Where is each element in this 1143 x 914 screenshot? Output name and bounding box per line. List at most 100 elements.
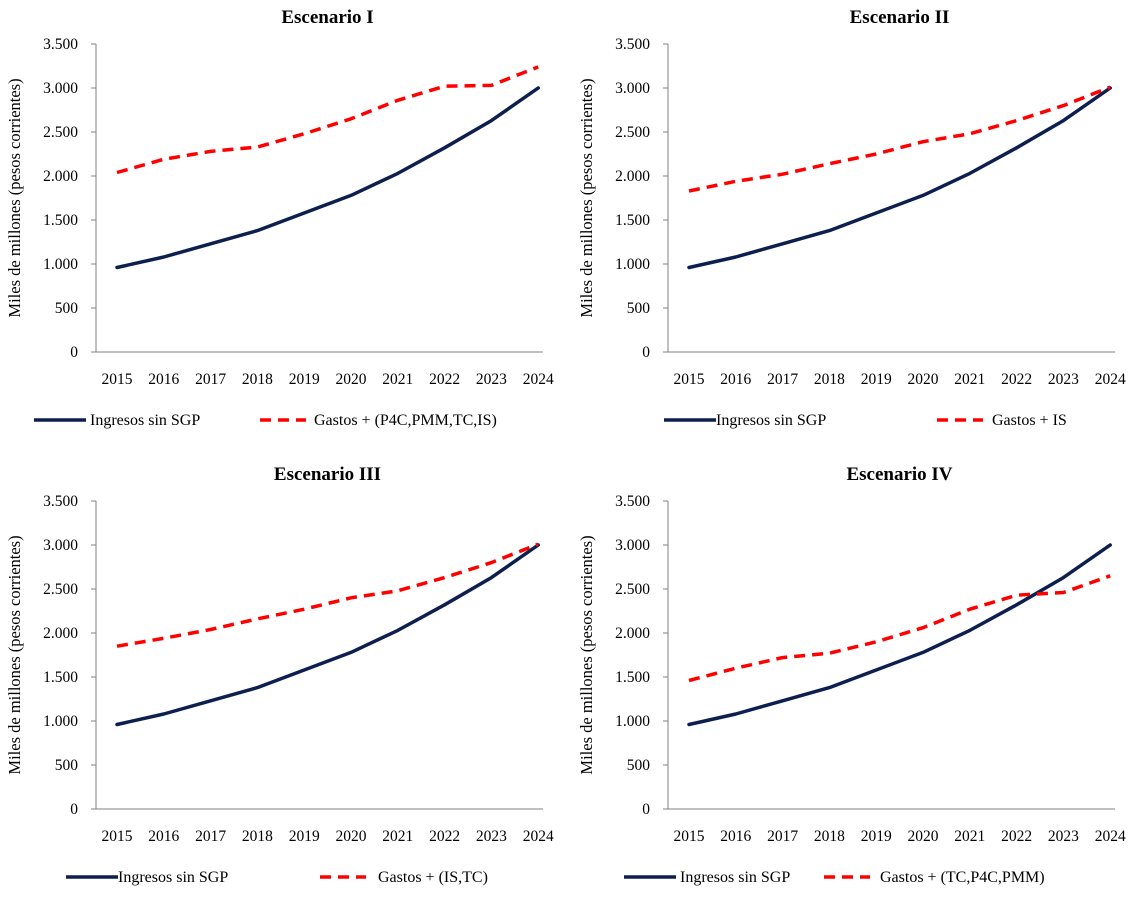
x-tick-label: 2019 bbox=[861, 371, 892, 388]
x-tick-label: 2023 bbox=[476, 371, 507, 388]
y-tick-label: 500 bbox=[627, 300, 651, 317]
x-tick-label: 2023 bbox=[1048, 828, 1079, 845]
x-tick-label: 2021 bbox=[382, 371, 413, 388]
y-axis-label: Miles de millones (pesos corrientes) bbox=[577, 535, 596, 774]
x-tick-label: 2022 bbox=[1001, 828, 1032, 845]
legend-label-income: Ingresos sin SGP bbox=[118, 869, 228, 886]
chart-svg-1: Escenario I Miles de millones (pesos corr… bbox=[5, 7, 554, 429]
y-axis-label: Miles de millones (pesos corrientes) bbox=[5, 78, 24, 317]
legend-label-expense: Gastos + (TC,P4C,PMM) bbox=[880, 869, 1045, 886]
x-tick-label: 2023 bbox=[476, 828, 507, 845]
x-tick-label: 2016 bbox=[720, 828, 751, 845]
y-tick-label: 3.500 bbox=[615, 493, 650, 510]
x-tick-label: 2018 bbox=[242, 371, 273, 388]
y-tick-label: 1.000 bbox=[615, 256, 650, 273]
y-tick-label: 1.500 bbox=[43, 669, 78, 686]
chart-panel-1: Escenario I Miles de millones (pesos corr… bbox=[0, 0, 571, 457]
x-tick-label: 2019 bbox=[861, 828, 892, 845]
series-line-expense bbox=[688, 85, 1111, 193]
x-tick-label: 2022 bbox=[429, 828, 460, 845]
y-tick-label: 3.500 bbox=[43, 493, 78, 510]
y-tick-label: 2.500 bbox=[43, 581, 78, 598]
y-tick-label: 2.500 bbox=[615, 124, 650, 141]
legend-label-expense: Gastos + (P4C,PMM,TC,IS) bbox=[314, 412, 497, 429]
x-tick-label: 2021 bbox=[954, 371, 985, 388]
x-tick-label: 2020 bbox=[908, 371, 939, 388]
x-tick-label: 2015 bbox=[102, 371, 133, 388]
y-tick-label: 0 bbox=[70, 801, 78, 818]
y-tick-label: 1.500 bbox=[615, 669, 650, 686]
x-tick-label: 2018 bbox=[242, 828, 273, 845]
y-tick-label: 1.500 bbox=[43, 212, 78, 229]
x-tick-label: 2024 bbox=[1095, 371, 1126, 388]
x-tick-label: 2024 bbox=[1095, 828, 1126, 845]
x-tick-label: 2022 bbox=[429, 371, 460, 388]
x-tick-label: 2024 bbox=[523, 828, 554, 845]
x-tick-label: 2015 bbox=[674, 828, 705, 845]
chart-panel-4: Escenario IV Miles de millones (pesos cor… bbox=[572, 457, 1143, 914]
x-tick-label: 2016 bbox=[720, 371, 751, 388]
series-line-expense bbox=[116, 542, 539, 648]
x-tick-label: 2021 bbox=[954, 828, 985, 845]
series-line-expense bbox=[688, 574, 1111, 683]
x-tick-label: 2017 bbox=[195, 371, 226, 388]
x-tick-label: 2018 bbox=[814, 828, 845, 845]
x-tick-label: 2019 bbox=[289, 828, 320, 845]
y-tick-label: 2.500 bbox=[43, 124, 78, 141]
y-tick-label: 0 bbox=[642, 801, 650, 818]
x-tick-label: 2023 bbox=[1048, 371, 1079, 388]
y-tick-label: 0 bbox=[70, 344, 78, 361]
y-tick-label: 2.000 bbox=[43, 625, 78, 642]
legend-label-income: Ingresos sin SGP bbox=[716, 412, 826, 429]
series-line-income bbox=[687, 86, 1112, 270]
y-axis-label: Miles de millones (pesos corrientes) bbox=[577, 78, 596, 317]
legend-label-expense: Gastos + IS bbox=[992, 412, 1067, 429]
chart-title: Escenario I bbox=[281, 7, 373, 28]
y-tick-label: 3.500 bbox=[615, 36, 650, 53]
y-tick-label: 1.000 bbox=[43, 713, 78, 730]
y-tick-label: 1.000 bbox=[615, 713, 650, 730]
legend-label-expense: Gastos + (IS,TC) bbox=[378, 869, 488, 886]
chart-svg-3: Escenario III Miles de millones (pesos co… bbox=[5, 464, 554, 886]
chart-panel-3: Escenario III Miles de millones (pesos co… bbox=[0, 457, 571, 914]
y-tick-label: 3.000 bbox=[615, 80, 650, 97]
x-tick-label: 2024 bbox=[523, 371, 554, 388]
series-line-expense bbox=[116, 65, 539, 175]
x-tick-label: 2017 bbox=[195, 828, 226, 845]
x-tick-label: 2022 bbox=[1001, 371, 1032, 388]
y-tick-label: 3.000 bbox=[43, 537, 78, 554]
x-tick-label: 2020 bbox=[908, 828, 939, 845]
x-tick-label: 2021 bbox=[382, 828, 413, 845]
x-tick-label: 2020 bbox=[336, 371, 367, 388]
y-tick-label: 0 bbox=[642, 344, 650, 361]
series-line-income bbox=[687, 543, 1112, 727]
chart-title: Escenario III bbox=[274, 464, 381, 485]
x-tick-label: 2016 bbox=[148, 828, 179, 845]
legend-label-income: Ingresos sin SGP bbox=[680, 869, 790, 886]
series-line-income bbox=[115, 86, 540, 270]
x-tick-label: 2020 bbox=[336, 828, 367, 845]
y-tick-label: 2.500 bbox=[615, 581, 650, 598]
y-tick-label: 500 bbox=[55, 757, 79, 774]
y-tick-label: 1.500 bbox=[615, 212, 650, 229]
y-tick-label: 2.000 bbox=[615, 625, 650, 642]
y-tick-label: 2.000 bbox=[43, 168, 78, 185]
y-tick-label: 500 bbox=[627, 757, 651, 774]
y-tick-label: 2.000 bbox=[615, 168, 650, 185]
chart-svg-2: Escenario II Miles de millones (pesos cor… bbox=[577, 7, 1126, 429]
chart-title: Escenario IV bbox=[846, 464, 952, 485]
x-tick-label: 2018 bbox=[814, 371, 845, 388]
y-tick-label: 500 bbox=[55, 300, 79, 317]
legend-label-income: Ingresos sin SGP bbox=[90, 412, 200, 429]
y-tick-label: 1.000 bbox=[43, 256, 78, 273]
x-tick-label: 2017 bbox=[767, 371, 798, 388]
chart-panel-2: Escenario II Miles de millones (pesos cor… bbox=[572, 0, 1143, 457]
chart-title: Escenario II bbox=[850, 7, 950, 28]
x-tick-label: 2015 bbox=[102, 828, 133, 845]
x-tick-label: 2015 bbox=[674, 371, 705, 388]
series-line-income bbox=[115, 543, 540, 727]
chart-svg-4: Escenario IV Miles de millones (pesos cor… bbox=[577, 464, 1126, 886]
x-tick-label: 2016 bbox=[148, 371, 179, 388]
y-tick-label: 3.500 bbox=[43, 36, 78, 53]
x-tick-label: 2019 bbox=[289, 371, 320, 388]
